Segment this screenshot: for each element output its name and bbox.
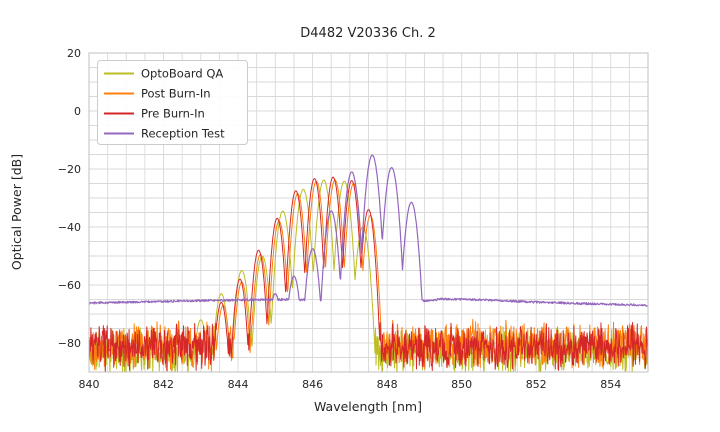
y-tick-label: −80 (58, 337, 81, 350)
x-tick-label: 850 (451, 378, 472, 391)
legend-label: Pre Burn-In (141, 107, 205, 121)
plot-series (89, 154, 648, 372)
plot-border (88, 52, 649, 373)
legend-box (97, 60, 248, 145)
y-axis-ticks: 20 0 −20 −40 −60 −80 (58, 47, 81, 350)
x-tick-label: 846 (302, 378, 323, 391)
series-pre-burn-in (89, 176, 648, 372)
x-tick-label: 854 (600, 378, 621, 391)
legend-label: OptoBoard QA (141, 67, 223, 81)
x-tick-label: 842 (153, 378, 174, 391)
y-tick-label: −20 (58, 163, 81, 176)
x-tick-label: 852 (526, 378, 547, 391)
x-axis-label: Wavelength [nm] (314, 399, 422, 414)
x-axis-ticks: 840 842 844 846 848 850 852 854 (79, 378, 622, 391)
x-tick-label: 844 (228, 378, 249, 391)
legend-entry-optoboard-qa: OptoBoard QA (104, 67, 223, 81)
chart-title: D4482 V20336 Ch. 2 (300, 26, 435, 41)
y-tick-label: 20 (67, 47, 81, 60)
x-tick-label: 840 (79, 378, 100, 391)
legend: OptoBoard QA Post Burn-In Pre Burn-In Recep… (97, 60, 248, 145)
y-tick-label: −60 (58, 279, 81, 292)
y-axis-label: Optical Power [dB] (9, 154, 24, 270)
series-reception-test (89, 154, 648, 307)
legend-label: Post Burn-In (141, 87, 211, 101)
y-tick-label: −40 (58, 221, 81, 234)
legend-label: Reception Test (141, 127, 225, 141)
y-tick-label: 0 (74, 105, 81, 118)
legend-entry-reception-test: Reception Test (104, 127, 225, 141)
legend-entry-pre-burn-in: Pre Burn-In (104, 107, 205, 121)
legend-entry-post-burn-in: Post Burn-In (104, 87, 211, 101)
x-tick-label: 848 (377, 378, 398, 391)
